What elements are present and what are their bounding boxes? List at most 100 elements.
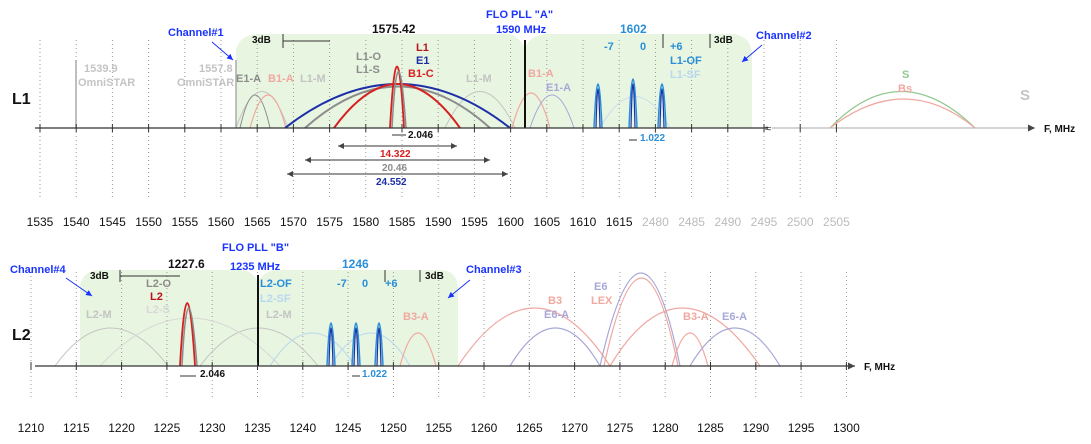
l2-tick-label: 1285 bbox=[697, 421, 724, 435]
label-l2m-left: L2-M bbox=[86, 309, 112, 321]
l1of-peak-p6b bbox=[659, 88, 665, 129]
l2of-peak-m7 bbox=[326, 322, 336, 367]
label-l2-p6: +6 bbox=[385, 278, 398, 290]
bw-14322: 14.322 bbox=[380, 149, 411, 160]
e6a-1-curve bbox=[509, 327, 601, 367]
label-l2s: L2-S bbox=[146, 304, 170, 316]
label-e1: E1 bbox=[416, 55, 429, 67]
l2-tick-label: 1225 bbox=[154, 421, 181, 435]
label-l2m-right: L2-M bbox=[266, 309, 292, 321]
l2-tick-label: 1250 bbox=[380, 421, 407, 435]
channel1-arrow bbox=[211, 41, 234, 61]
label-l2: L2 bbox=[150, 291, 163, 303]
flo-b-freq: 1235 MHz bbox=[230, 261, 281, 273]
l1of-peak-m7 bbox=[593, 83, 603, 129]
s-curve bbox=[829, 90, 976, 129]
label-l2o: L2-O bbox=[146, 278, 172, 290]
l2-tick-label: 1265 bbox=[516, 421, 543, 435]
label-l1s: L1-S bbox=[356, 64, 380, 76]
flo-a-freq: 1590 MHz bbox=[496, 24, 547, 36]
e1a-left-curve bbox=[239, 94, 271, 129]
l2-3db-left-bracket bbox=[119, 270, 180, 282]
l1-channel2-band bbox=[525, 34, 752, 128]
label-0: 0 bbox=[640, 41, 646, 53]
l1-tick-label: 2485 bbox=[678, 215, 705, 229]
label-bs-curve: Bs bbox=[898, 83, 912, 95]
l1-tick-label: 1550 bbox=[135, 215, 162, 229]
l1-tick-label: 1555 bbox=[171, 215, 198, 229]
label-l2sf: L2-SF bbox=[260, 293, 291, 305]
channel2-label: Channel#2 bbox=[756, 30, 812, 42]
label-l1of: L1-OF bbox=[670, 55, 702, 67]
l2-section: 1210 1215 1220 1225 1230 1235 1240 1245 1250 1255… bbox=[10, 242, 895, 435]
l2-axis-ticks: 1210 1215 1220 1225 1230 1235 1240 1245 1250 1255… bbox=[18, 362, 860, 435]
bw-1022: 1.022 bbox=[640, 133, 665, 144]
e6a-2-curve bbox=[689, 327, 781, 367]
label-e1a-right: E1-A bbox=[546, 82, 571, 94]
l2-3db-right: 3dB bbox=[425, 271, 444, 282]
l2-3db-left: 3dB bbox=[90, 271, 109, 282]
label-b1a-right: B1-A bbox=[528, 68, 554, 80]
freq-1227: 1227.6 bbox=[168, 257, 205, 271]
l1-3db-right: 3dB bbox=[714, 35, 733, 46]
label-l2-m7: -7 bbox=[337, 278, 347, 290]
l1-tick-label: 1605 bbox=[533, 215, 560, 229]
label-b3a-2: B3-A bbox=[683, 311, 709, 323]
label-l1sf: L1-SF bbox=[670, 69, 701, 81]
l2of-peak-p6b bbox=[376, 327, 382, 367]
e6-curve bbox=[599, 272, 681, 367]
l1-3db-left: 3dB bbox=[252, 35, 271, 46]
omnistar2-name: OmniSTAR bbox=[177, 77, 234, 89]
l2-tick-label: 1230 bbox=[199, 421, 226, 435]
omnistar1-name: OmniSTAR bbox=[78, 77, 135, 89]
label-l1m-right: L1-M bbox=[466, 73, 492, 85]
label-lex: LEX bbox=[591, 295, 613, 307]
l1-tick-label: 1585 bbox=[389, 215, 416, 229]
label-l1m-left: L1-M bbox=[300, 73, 326, 85]
label-b3: B3 bbox=[548, 295, 562, 307]
l2sf-curve2 bbox=[329, 332, 411, 367]
l1-channel1-band bbox=[236, 34, 525, 128]
l1-row-label: L1 bbox=[12, 91, 31, 108]
l1of-peak-0 bbox=[628, 78, 638, 129]
label-l2-0: 0 bbox=[362, 278, 368, 290]
label-l1o: L1-O bbox=[356, 51, 382, 63]
b3-curve bbox=[457, 307, 611, 367]
l2-tick-label: 1215 bbox=[63, 421, 90, 435]
l2of-peak-m7b bbox=[328, 327, 334, 367]
l2-bw-1022: 1.022 bbox=[362, 369, 387, 380]
l2-tick-label: 1220 bbox=[108, 421, 135, 435]
freq-1246: 1246 bbox=[342, 257, 369, 271]
l1-tick-label: 1535 bbox=[27, 215, 54, 229]
l1-tick-label: 1565 bbox=[244, 215, 271, 229]
label-e6a-2: E6-A bbox=[722, 311, 747, 323]
b1a-left-curve bbox=[249, 94, 287, 129]
label-m7: -7 bbox=[604, 41, 614, 53]
e1a-right-curve bbox=[529, 94, 575, 129]
label-s-big: S bbox=[1020, 87, 1030, 104]
l1-axis-unit: F, MHz bbox=[1044, 124, 1075, 135]
l2-tick-label: 1300 bbox=[833, 421, 860, 435]
l2-tick-label: 1280 bbox=[652, 421, 679, 435]
l2-narrow-red bbox=[179, 302, 196, 367]
l2sf-curve bbox=[269, 332, 356, 367]
label-e6: E6 bbox=[594, 281, 607, 293]
l1-tick-label: 2495 bbox=[751, 215, 778, 229]
lex-wide-curve bbox=[609, 307, 761, 367]
l2-tick-label: 1210 bbox=[18, 421, 45, 435]
freq-1575: 1575.42 bbox=[372, 22, 416, 36]
omnistar1-freq: 1539.9 bbox=[84, 63, 118, 75]
l2-tick-label: 1245 bbox=[335, 421, 362, 435]
l2-axis-unit: F, MHz bbox=[864, 362, 895, 373]
l1-tick-label: 1575 bbox=[316, 215, 343, 229]
l1-red-curve bbox=[333, 83, 461, 129]
l1of-peak-0b bbox=[630, 83, 636, 129]
l1-tick-label: 1600 bbox=[497, 215, 524, 229]
l2-tick-label: 1240 bbox=[289, 421, 316, 435]
l2-tick-label: 1270 bbox=[561, 421, 588, 435]
label-e6a-1: E6-A bbox=[544, 309, 569, 321]
flo-b-title: FLO PLL "B" bbox=[222, 242, 289, 254]
flo-a-title: FLO PLL "A" bbox=[486, 9, 553, 21]
channel2-arrow bbox=[741, 44, 763, 63]
